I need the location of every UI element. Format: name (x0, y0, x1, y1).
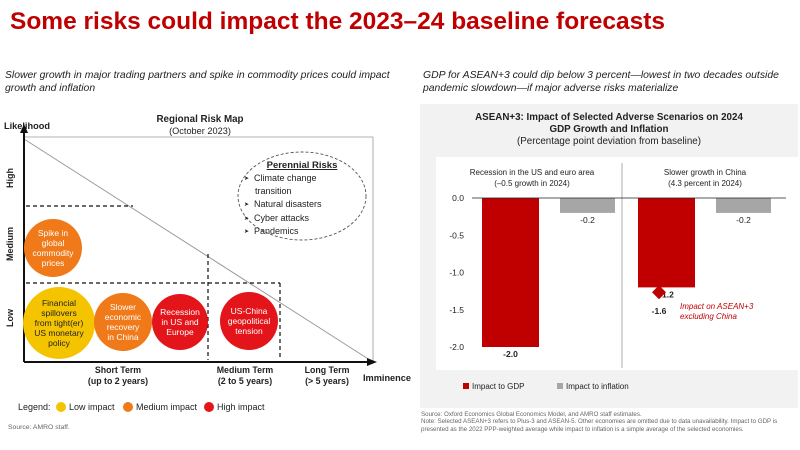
x-term-short-range: (up to 2 years) (88, 376, 148, 386)
chart-source: Source: Oxford Economics Global Economic… (421, 411, 642, 418)
perennial-risks-title: Perennial Risks (266, 160, 338, 171)
panel-1-subtitle: (–0.5 growth in 2024) (494, 179, 570, 188)
x-term-short: Short Term (95, 365, 141, 375)
risk-map-date: (October 2023) (169, 126, 231, 136)
left-source: Source: AMRO staff. (8, 424, 70, 431)
risk-label-commodity-prices: Spike in global commodity prices (26, 221, 80, 275)
y-tick-label: 0.0 (452, 193, 464, 203)
marker-annotation: Impact on ASEAN+3 (680, 302, 754, 311)
china-excluded-marker (652, 285, 666, 300)
marker-label: -1.6 (652, 306, 667, 316)
risk-label-financial-spillovers: Financial spillovers from tight(er) US mone… (25, 289, 93, 357)
y-tick-label: -1.5 (449, 305, 464, 315)
x-term-medium-range: (2 to 5 years) (218, 376, 272, 386)
risk-circle-us-europe-recession (152, 294, 208, 350)
legend-high-marker (204, 402, 214, 412)
gdp-bar (638, 198, 695, 288)
risk-label-us-europe-recession: Recession in US and Europe (153, 295, 207, 349)
y-axis-title: Likelihood (4, 121, 50, 131)
chart-subtitle: (Percentage point deviation from baselin… (516, 136, 702, 147)
x-axis-title: Imminence (363, 373, 411, 383)
risk-circle-china-recovery (94, 293, 152, 351)
perennial-item: Cyber attacks (244, 213, 366, 226)
perennial-item: Pandemics (244, 226, 366, 239)
risk-label-china-recovery-text: Slower economic recovery in China (104, 302, 142, 342)
risk-label-us-china-tension-text: US-China geopolitical tension (227, 306, 271, 336)
y-level-high: High (5, 168, 15, 188)
chart-note: Note: Selected ASEAN+3 refers to Plus-3 … (421, 418, 778, 433)
perennial-risks-ellipse (237, 151, 367, 241)
panel-1-title: Recession in the US and euro area (470, 168, 595, 177)
data-label: -0.2 (736, 215, 751, 225)
data-label: -2.0 (503, 349, 518, 359)
legend-medium-marker (123, 402, 133, 412)
chart-heading: ASEAN+3: Impact of Selected Adverse Scen… (420, 112, 798, 148)
risk-label-commodity-prices-text: Spike in global commodity prices (32, 228, 74, 268)
gdp-bar (482, 198, 539, 347)
legend-inflation-swatch (557, 383, 563, 389)
legend-medium-label: Medium impact (136, 402, 198, 412)
risk-label-china-recovery: Slower economic recovery in China (96, 295, 150, 349)
chart-notes: Source: Oxford Economics Global Economic… (421, 411, 799, 433)
y-tick-label: -0.5 (449, 230, 464, 240)
perennial-risks-list: Climate change transition Natural disast… (238, 173, 366, 239)
perennial-item: Climate change (244, 173, 366, 186)
data-label: -0.2 (580, 215, 595, 225)
risk-diagonal (23, 138, 374, 363)
perennial-item: Natural disasters (244, 199, 366, 212)
legend-gdp-swatch (463, 383, 469, 389)
page-title: Some risks could impact the 2023–24 base… (10, 8, 666, 35)
panel-2-title: Slower growth in China (664, 168, 747, 177)
risk-label-us-europe-recession-text: Recession in US and Europe (160, 307, 200, 337)
data-label: -1.2 (659, 289, 674, 299)
legend-gdp-label: Impact to GDP (472, 382, 524, 391)
risk-circle-us-china-tension (220, 292, 278, 350)
legend-label: Legend: (18, 402, 51, 412)
risk-label-financial-spillovers-text: Financial spillovers from tight(er) US mone… (34, 298, 84, 348)
y-level-medium: Medium (5, 227, 15, 261)
legend-inflation-label: Impact to inflation (566, 382, 629, 391)
panel-2-subtitle: (4.3 percent in 2024) (668, 179, 742, 188)
y-tick-label: -1.0 (449, 268, 464, 278)
left-subtitle: Slower growth in major trading partners … (5, 70, 390, 94)
inflation-bar (716, 198, 771, 213)
perennial-item: transition (255, 186, 292, 197)
perennial-risks: Perennial Risks Climate change transitio… (238, 160, 366, 239)
chart-title-line2: GDP Growth and Inflation (549, 124, 669, 135)
legend-high-label: High impact (217, 402, 265, 412)
x-term-long: Long Term (305, 365, 350, 375)
x-term-medium: Medium Term (217, 365, 274, 375)
risk-circle-financial-spillovers (23, 287, 95, 359)
chart-title: ASEAN+3: Impact of Selected Adverse Scen… (475, 112, 743, 123)
inflation-bar (560, 198, 615, 213)
y-tick-label: -2.0 (449, 342, 464, 352)
x-term-long-range: (> 5 years) (305, 376, 349, 386)
legend-low-marker (56, 402, 66, 412)
marker-annotation: excluding China (680, 312, 737, 321)
risk-map-title: Regional Risk Map (156, 114, 243, 125)
region-guides (26, 205, 281, 360)
legend-low-label: Low impact (69, 402, 115, 412)
right-subtitle: GDP for ASEAN+3 could dip below 3 percen… (423, 70, 779, 94)
y-level-low: Low (5, 308, 15, 327)
risk-label-us-china-tension: US-China geopolitical tension (222, 294, 276, 348)
risk-circle-commodity-prices (24, 219, 82, 277)
